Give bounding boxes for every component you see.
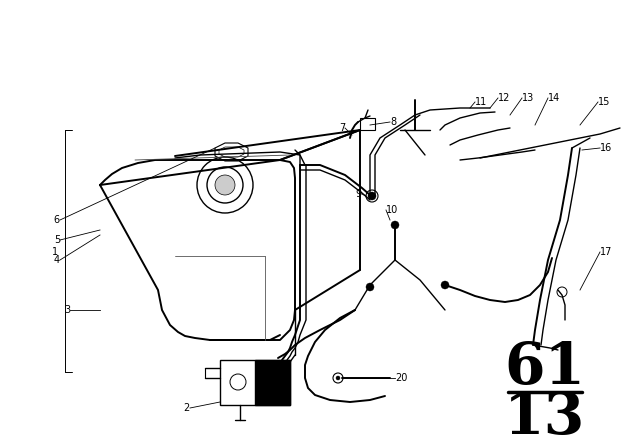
Text: 1: 1 (52, 247, 58, 257)
Circle shape (441, 281, 449, 289)
Text: 13: 13 (522, 93, 534, 103)
Circle shape (366, 283, 374, 291)
Text: 2: 2 (184, 403, 190, 413)
Text: 6: 6 (54, 215, 60, 225)
Text: 9: 9 (356, 189, 362, 199)
Text: 20: 20 (395, 373, 408, 383)
Text: 14: 14 (548, 93, 560, 103)
Text: 11: 11 (475, 97, 487, 107)
Text: 16: 16 (600, 143, 612, 153)
Text: 13: 13 (504, 390, 586, 446)
Circle shape (391, 221, 399, 229)
Text: 10: 10 (386, 205, 398, 215)
Text: 7: 7 (339, 123, 345, 133)
Text: 3: 3 (64, 305, 70, 315)
Text: 8: 8 (390, 117, 396, 127)
Circle shape (369, 193, 375, 199)
Text: 5: 5 (54, 235, 60, 245)
Text: 12: 12 (498, 93, 510, 103)
Circle shape (215, 175, 235, 195)
Circle shape (368, 192, 376, 200)
Text: 61: 61 (504, 340, 586, 396)
Text: 15: 15 (598, 97, 611, 107)
Polygon shape (255, 360, 290, 405)
Text: 4: 4 (54, 255, 60, 265)
Text: 17: 17 (600, 247, 612, 257)
Circle shape (336, 376, 340, 380)
